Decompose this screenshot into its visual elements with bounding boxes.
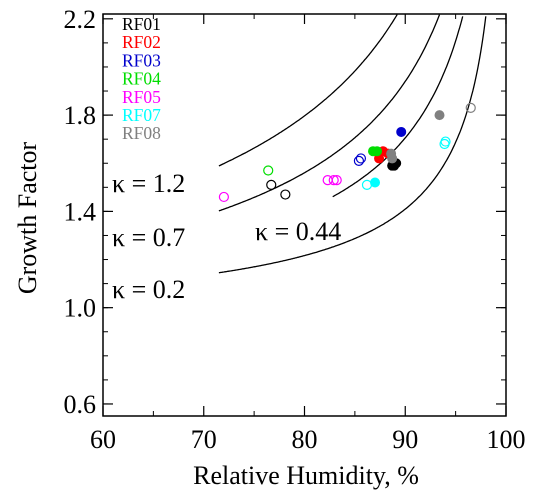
y-axis-label: Growth Factor: [13, 141, 42, 294]
point-filled-RF07: [370, 177, 381, 188]
kappa-curve-0.2: [218, 16, 487, 274]
kappa-label-1.2: κ = 1.2: [112, 169, 185, 198]
point-open-RF05: [328, 174, 339, 186]
point-open-RF05: [331, 174, 342, 186]
point-open-RF07: [440, 136, 451, 147]
y-tick-label: 1.8: [64, 101, 97, 130]
point-open-RF03: [355, 153, 367, 164]
point-filled-RF08: [434, 110, 445, 121]
point-filled-RF04: [372, 146, 383, 157]
x-tick-label: 70: [191, 425, 217, 454]
point-filled-RF08: [386, 148, 397, 159]
kappa-curves: κ = 1.2 κ = 0.7 κ = 0.44 κ = 0.2: [112, 14, 487, 304]
point-open-RF08: [465, 102, 476, 113]
x-tick-label: 100: [487, 425, 526, 454]
y-tick-label: 0.6: [64, 390, 97, 419]
kappa-label-0.2: κ = 0.2: [112, 275, 185, 304]
axis-labels: Relative Humidity, % Growth Factor: [13, 141, 419, 490]
x-axis-label: Relative Humidity, %: [193, 461, 419, 490]
x-tick-label: 60: [90, 425, 116, 454]
legend-entry-RF07: RF07: [122, 105, 161, 125]
y-tick-label: 1.0: [64, 294, 97, 323]
kappa-curve-0.44: [332, 16, 464, 198]
point-open-RF03: [353, 155, 365, 166]
plot-frame: [102, 13, 507, 417]
legend-entry-RF05: RF05: [122, 87, 161, 107]
point-filled-RF03: [396, 126, 407, 137]
y-tick-label: 1.4: [64, 197, 97, 226]
legend-entry-RF04: RF04: [122, 69, 161, 89]
kappa-label-0.7: κ = 0.7: [112, 223, 185, 252]
point-open-RF04: [263, 165, 274, 176]
kappa-curve-1.2: [218, 14, 398, 167]
x-tick-label: 90: [392, 425, 418, 454]
point-open-RF01: [280, 189, 291, 200]
legend-entry-RF01: RF01: [122, 14, 161, 34]
data-points: [218, 102, 476, 203]
kappa-label-0.44: κ = 0.44: [255, 217, 341, 246]
point-open-RF01: [266, 179, 277, 191]
kappa-curve-0.7: [218, 14, 441, 212]
y-tick-label: 2.2: [64, 5, 97, 34]
axes: 60 70 80 90 100 0.6 1.0 1.4 1.8 2.2: [64, 5, 526, 454]
legend-entry-RF02: RF02: [122, 32, 161, 52]
legend-entry-RF08: RF08: [122, 123, 161, 143]
point-open-RF05: [218, 191, 229, 203]
x-tick-label: 80: [292, 425, 318, 454]
legend-entry-RF03: RF03: [122, 50, 161, 70]
